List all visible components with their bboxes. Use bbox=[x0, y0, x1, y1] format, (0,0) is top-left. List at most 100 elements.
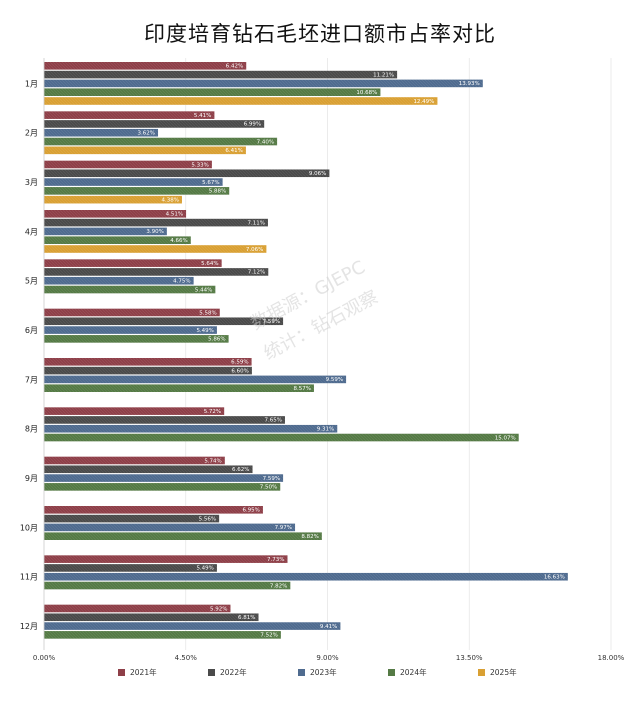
data-label: 4.38% bbox=[161, 197, 178, 203]
data-label: 13.93% bbox=[459, 81, 480, 87]
data-label: 15.07% bbox=[495, 435, 516, 441]
data-label: 9.31% bbox=[317, 427, 334, 433]
bar-texture bbox=[44, 564, 217, 572]
bar-texture bbox=[44, 245, 267, 253]
bar-texture bbox=[44, 97, 438, 105]
bar-texture bbox=[44, 317, 284, 326]
bar-texture bbox=[44, 532, 322, 540]
chart-title: 印度培育钻石毛坯进口额市占率对比 bbox=[144, 22, 496, 46]
data-label: 6.60% bbox=[231, 368, 248, 374]
data-label: 9.59% bbox=[326, 377, 343, 383]
bar-texture bbox=[44, 375, 347, 384]
bars bbox=[44, 62, 568, 639]
data-label: 7.97% bbox=[275, 525, 292, 531]
bar-texture bbox=[44, 276, 194, 285]
data-label: 6.59% bbox=[231, 360, 248, 366]
data-label: 5.64% bbox=[201, 261, 218, 267]
data-label: 7.06% bbox=[246, 247, 263, 253]
bar-texture bbox=[44, 187, 230, 195]
y-category-label: 7月 bbox=[25, 375, 38, 384]
bar-texture bbox=[44, 111, 215, 119]
legend-label: 2021年 bbox=[130, 667, 157, 677]
y-category-label: 10月 bbox=[20, 523, 38, 532]
data-label: 5.86% bbox=[208, 337, 225, 343]
bar-texture bbox=[44, 70, 398, 79]
data-label: 5.72% bbox=[204, 409, 221, 415]
legend-label: 2022年 bbox=[220, 667, 247, 677]
bar-texture bbox=[44, 416, 285, 424]
data-label: 7.11% bbox=[247, 220, 264, 226]
bar-texture bbox=[44, 218, 268, 227]
data-label: 6.42% bbox=[226, 64, 243, 70]
data-label: 7.12% bbox=[248, 270, 265, 276]
y-category-label: 9月 bbox=[25, 474, 38, 483]
legend-swatch bbox=[478, 669, 485, 676]
data-label: 5.88% bbox=[209, 189, 226, 195]
data-label: 4.66% bbox=[170, 238, 187, 244]
data-label: 4.51% bbox=[166, 212, 183, 218]
bar-texture bbox=[44, 581, 291, 590]
bar-texture bbox=[44, 169, 330, 178]
data-label: 5.44% bbox=[195, 287, 212, 293]
data-label: 5.74% bbox=[204, 458, 221, 464]
bar-texture bbox=[44, 146, 246, 155]
bar-texture bbox=[44, 62, 247, 70]
bar-texture bbox=[44, 613, 259, 622]
axes: 0.00% 4.50% 9.00% 13.50% 18.00% 1月 2月 3月 4月 5月 6月 7… bbox=[20, 58, 625, 662]
legend: 2021年 2022年 2023年 2024年 2025年 bbox=[118, 667, 517, 677]
bar-texture bbox=[44, 326, 217, 334]
data-label: 6.95% bbox=[242, 508, 259, 514]
bar-texture bbox=[44, 506, 263, 514]
legend-swatch bbox=[298, 669, 305, 676]
bar-texture bbox=[44, 285, 216, 294]
x-tick-label: 18.00% bbox=[598, 654, 625, 662]
bar-texture bbox=[44, 555, 288, 563]
y-category-label: 1月 bbox=[25, 79, 38, 88]
bar-texture bbox=[44, 268, 269, 276]
bar-texture bbox=[44, 137, 278, 146]
bar-texture bbox=[44, 456, 225, 465]
bar-texture bbox=[44, 366, 252, 375]
legend-swatch bbox=[118, 669, 125, 676]
bar-texture bbox=[44, 433, 519, 442]
data-label: 7.82% bbox=[270, 583, 287, 589]
value-labels: 6.42% 11.21% 13.93% 10.68% 12.49% 5.41% 6.99% 3… bbox=[138, 64, 565, 639]
data-label: 8.82% bbox=[301, 534, 318, 540]
bar-texture bbox=[44, 523, 296, 532]
data-label: 6.62% bbox=[232, 467, 249, 473]
data-label: 16.63% bbox=[544, 575, 565, 581]
bar-texture bbox=[44, 259, 222, 267]
data-label: 7.40% bbox=[257, 139, 274, 145]
bar-texture bbox=[44, 210, 187, 218]
bar-texture bbox=[44, 128, 159, 137]
data-label: 7.59% bbox=[263, 319, 280, 325]
bar-texture bbox=[44, 120, 265, 128]
bar-texture bbox=[44, 572, 568, 581]
bar-texture bbox=[44, 474, 284, 482]
bar-texture bbox=[44, 483, 281, 491]
data-label: 5.92% bbox=[210, 606, 227, 612]
data-label: 6.41% bbox=[225, 148, 242, 154]
data-label: 12.49% bbox=[413, 99, 434, 105]
bar-texture bbox=[44, 384, 314, 392]
data-label: 7.73% bbox=[267, 557, 284, 563]
y-category-label: 12月 bbox=[20, 622, 38, 631]
y-category-label: 3月 bbox=[25, 178, 38, 187]
bar-texture bbox=[44, 622, 341, 630]
x-tick-label: 9.00% bbox=[316, 654, 339, 662]
y-category-label: 8月 bbox=[25, 425, 38, 434]
data-label: 5.33% bbox=[191, 162, 208, 168]
data-label: 5.56% bbox=[199, 516, 216, 522]
legend-swatch bbox=[208, 669, 215, 676]
bar-texture bbox=[44, 465, 253, 474]
data-label: 5.67% bbox=[202, 180, 219, 186]
data-label: 7.65% bbox=[264, 418, 281, 424]
legend-label: 2025年 bbox=[490, 667, 517, 677]
y-category-label: 11月 bbox=[20, 573, 38, 582]
legend-label: 2023年 bbox=[310, 667, 337, 677]
bar-texture bbox=[44, 631, 281, 639]
y-category-label: 4月 bbox=[25, 227, 38, 236]
bar-texture bbox=[44, 236, 191, 244]
bar-texture bbox=[44, 227, 167, 236]
